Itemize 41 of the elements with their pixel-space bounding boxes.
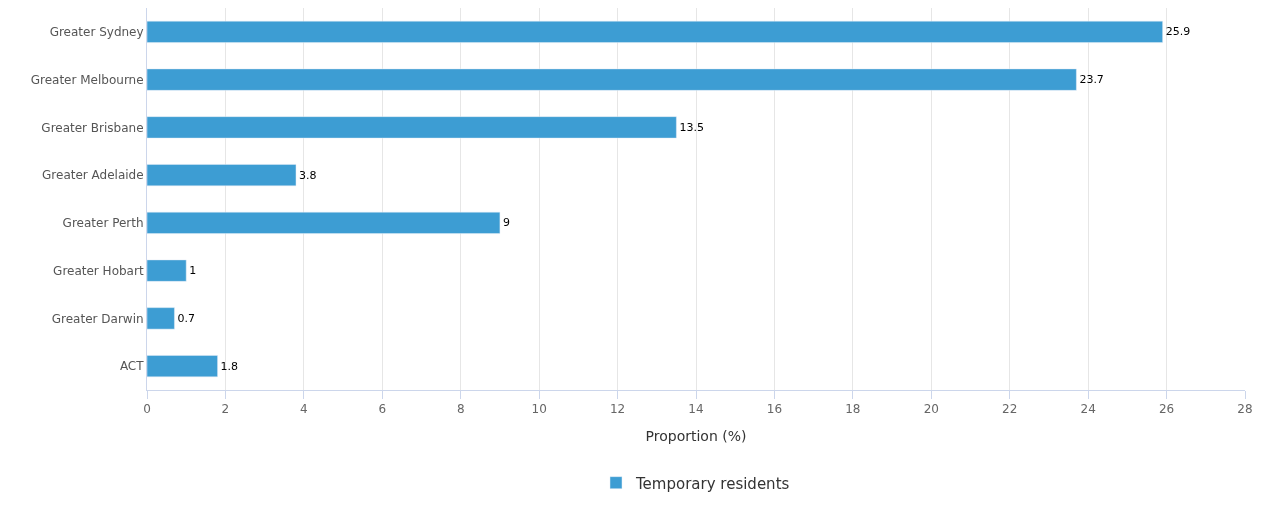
x-tick-label: 10 [531, 402, 547, 417]
bar [147, 211, 501, 234]
bar [147, 20, 1163, 43]
x-tick-label: 22 [1002, 402, 1018, 417]
y-tick-label: Greater Perth [62, 216, 144, 231]
x-tick-label: 20 [923, 402, 939, 417]
bar [147, 164, 297, 187]
bar [147, 68, 1077, 91]
bar [147, 116, 677, 139]
data-label: 23.7 [1079, 73, 1104, 87]
data-label: 25.9 [1165, 25, 1191, 39]
x-tick-label: 4 [300, 402, 308, 417]
x-tick-label: 14 [688, 402, 704, 417]
data-label: 9 [502, 216, 510, 230]
x-axis-title: Proportion (%) [645, 427, 747, 444]
y-tick-label: Greater Hobart [53, 263, 144, 278]
data-label: 1 [189, 264, 197, 278]
y-tick-label: Greater Sydney [49, 25, 144, 40]
x-tick-label: 18 [845, 402, 861, 417]
x-tick-label: 28 [1237, 402, 1253, 417]
data-label: 13.5 [679, 120, 704, 134]
data-label: 3.8 [299, 168, 317, 182]
x-tick-label: 26 [1158, 402, 1175, 417]
data-label: 1.8 [220, 359, 239, 373]
x-tick-label: 12 [609, 402, 626, 417]
bar [147, 355, 218, 378]
x-tick-label: 8 [456, 402, 465, 417]
bar [147, 307, 175, 330]
y-tick-label: Greater Brisbane [41, 120, 144, 135]
x-tick-label: 0 [143, 402, 151, 417]
legend-label: Temporary residents [635, 474, 790, 493]
bar [147, 259, 187, 282]
x-tick-label: 24 [1080, 402, 1096, 417]
x-tick-label: 6 [378, 402, 387, 417]
y-tick-label: Greater Darwin [51, 311, 144, 326]
data-label: 0.7 [177, 311, 195, 325]
x-tick-label: 16 [766, 402, 783, 417]
y-tick-label: ACT [119, 359, 145, 374]
y-tick-label: Greater Melbourne [30, 72, 144, 87]
x-tick-label: 2 [221, 402, 230, 417]
y-tick-label: Greater Adelaide [42, 168, 144, 183]
